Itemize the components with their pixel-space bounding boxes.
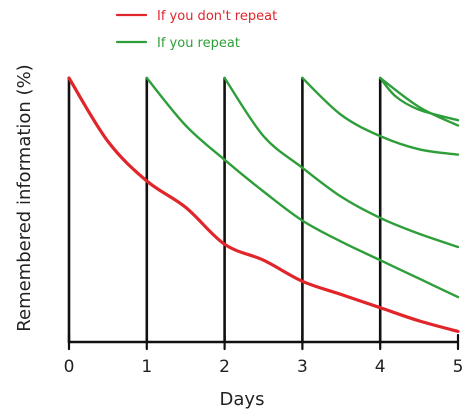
legend-label-no-repeat: If you don't repeat (157, 9, 277, 24)
no-repeat-curve (67, 76, 460, 333)
x-axis-label: Days (220, 389, 265, 410)
x-tick-label-1: 1 (141, 357, 152, 377)
x-tick-label-5: 5 (453, 357, 464, 377)
plot-area: 0 1 2 3 4 5 (64, 76, 464, 377)
legend: If you don't repeat If you repeat (115, 9, 277, 51)
x-tick-label-0: 0 (64, 357, 75, 377)
repeat-curve-2 (223, 76, 460, 249)
y-axis-label: Remembered information (%) (14, 64, 35, 331)
repeat-curve-4 (379, 76, 460, 127)
repeat-curve-3 (301, 76, 460, 156)
repeat-curve-5 (379, 76, 460, 122)
x-tick-label-2: 2 (219, 357, 230, 377)
repeat-curve-1 (145, 76, 460, 299)
legend-label-repeat: If you repeat (157, 36, 240, 51)
x-tick-label-4: 4 (375, 357, 386, 377)
x-tick-label-3: 3 (297, 357, 308, 377)
